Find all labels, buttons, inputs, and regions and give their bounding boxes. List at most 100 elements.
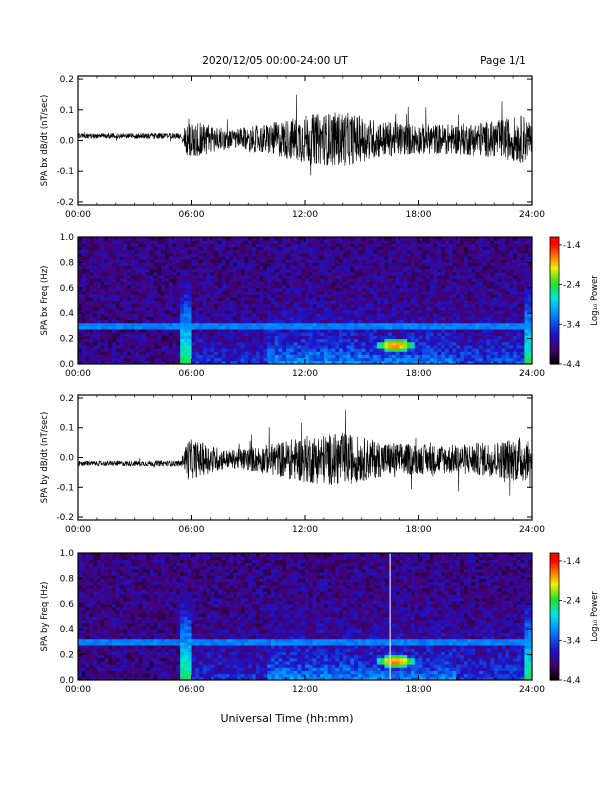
spectrogram-cell [165, 325, 170, 330]
spectrogram-cell [433, 265, 438, 270]
spectrogram-cell [524, 348, 529, 352]
spectrogram-cell [516, 265, 522, 270]
spectrogram-cell [255, 278, 261, 282]
spectrogram-cell [316, 259, 321, 263]
spectrogram-cell [229, 297, 234, 301]
spectrogram-cell [81, 268, 87, 273]
spectrogram-cell [210, 325, 215, 330]
spectrogram-cell [327, 360, 332, 365]
spectrogram-cell [142, 294, 147, 298]
spectrogram-cell [497, 319, 503, 324]
spectrogram-cell [320, 243, 325, 248]
spectrogram-cell [259, 310, 264, 314]
spectrogram-cell [392, 357, 397, 362]
spectrogram-cell [274, 357, 280, 362]
spectrogram-cell [259, 360, 264, 365]
spectrogram-cell [221, 344, 227, 349]
spectrogram-cell [369, 284, 374, 289]
spectrogram-cell [244, 357, 249, 362]
spectrogram-cell [191, 303, 196, 308]
spectrogram-cell [399, 246, 404, 251]
spectrogram-cell [240, 259, 245, 263]
spectrogram-cell [191, 360, 196, 365]
spectrogram-cell [127, 240, 132, 244]
spectrogram-cell [475, 351, 480, 355]
spectrogram-cell [410, 310, 416, 314]
spectrogram-cell [505, 310, 510, 314]
spectrogram-cell [217, 294, 223, 298]
spectrogram-cell [320, 313, 325, 317]
colorbar-swatch [550, 281, 559, 285]
spectrogram-cell [520, 344, 525, 349]
spectrogram-cell [460, 303, 465, 308]
spectrogram-cell [509, 246, 514, 251]
spectrogram-cell [100, 310, 105, 314]
spectrogram-cell [528, 335, 533, 340]
spectrogram-cell [297, 360, 302, 365]
spectrogram-cell [486, 316, 491, 321]
spectrogram-cell [199, 259, 204, 263]
spectrogram-cell [172, 268, 177, 273]
spectrogram-cell [513, 237, 518, 241]
spectrogram-cell [202, 316, 208, 321]
spectrogram-cell [376, 329, 382, 333]
spectrogram-cell [528, 262, 533, 267]
spectrogram-cell [127, 300, 132, 305]
spectrogram-cell [407, 240, 412, 244]
spectrogram-cell [395, 329, 401, 333]
spectrogram-cell [138, 344, 143, 349]
spectrogram-cell [482, 281, 488, 286]
spectrogram-cell [225, 268, 230, 273]
colorbar-swatch [550, 338, 559, 342]
spectrogram-cell [127, 278, 132, 282]
spectrogram-cell [305, 294, 310, 298]
spectrogram-cell [187, 316, 192, 321]
spectrogram-cell [426, 297, 431, 301]
spectrogram-cell [195, 294, 200, 298]
spectrogram-cell [214, 290, 219, 295]
spectrogram-cell [138, 249, 143, 254]
spectrogram-cell [123, 360, 128, 365]
spectrogram-cell [505, 243, 510, 248]
spectrogram-cell [444, 271, 450, 276]
spectrogram-cell [180, 310, 185, 314]
spectrogram-cell [240, 265, 245, 270]
spectrogram-cell [335, 243, 340, 248]
spectrogram-cell [81, 338, 87, 343]
spectrogram-cell [339, 275, 344, 279]
spectrogram-cell [471, 306, 476, 311]
spectrogram-cell [112, 278, 117, 282]
spectrogram-cell [441, 294, 446, 298]
spectrogram-cell [388, 338, 393, 343]
spectrogram-cell [134, 300, 140, 305]
spectrogram-cell [460, 290, 465, 295]
spectrogram-cell [127, 259, 132, 263]
spectrogram-cell [327, 278, 332, 282]
spectrogram-cell [119, 243, 124, 248]
spectrogram-cell [490, 243, 495, 248]
spectrogram-cell [339, 294, 344, 298]
spectrogram-cell [418, 262, 423, 267]
spectrogram-cell [486, 294, 491, 298]
spectrogram-cell [452, 316, 457, 321]
spectrogram-cell [146, 243, 151, 248]
spectrogram-cell [339, 306, 344, 311]
spectrogram-cell [229, 259, 234, 263]
spectrogram-cell [376, 249, 382, 254]
spectrogram-cell [157, 316, 162, 321]
spectrogram-cell [342, 287, 348, 292]
spectrogram-cell [452, 357, 457, 362]
spectrogram-cell [210, 262, 215, 267]
spectrogram-cell [463, 278, 469, 282]
spectrogram-cell [127, 262, 132, 267]
spectrogram-cell [403, 237, 408, 241]
spectrogram-cell [376, 237, 382, 241]
spectrogram-cell [259, 316, 264, 321]
spectrogram-cell [289, 332, 295, 336]
spectrogram-cell [157, 303, 162, 308]
spectrogram-cell [490, 290, 495, 295]
spectrogram-cell [225, 319, 230, 324]
spectrogram-cell [78, 265, 83, 270]
spectrogram-cell [399, 281, 404, 286]
spectrogram-cell [422, 237, 427, 241]
